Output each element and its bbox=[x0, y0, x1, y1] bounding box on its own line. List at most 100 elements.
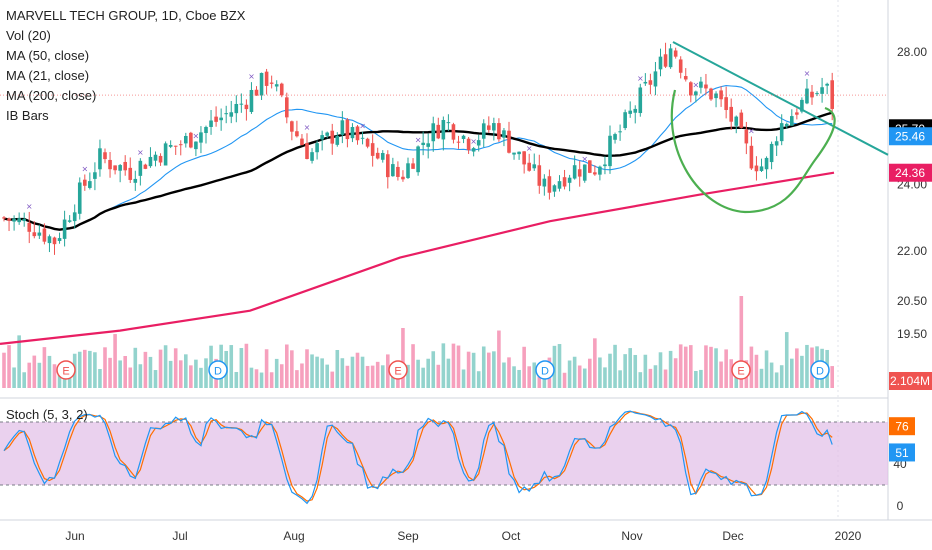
candle-body bbox=[148, 156, 153, 167]
price-badge bbox=[889, 163, 932, 182]
candle-body bbox=[189, 132, 193, 148]
candle-body bbox=[577, 169, 582, 177]
volume-bar bbox=[557, 344, 562, 388]
volume-bar bbox=[779, 365, 784, 388]
volume-bar bbox=[562, 372, 567, 388]
volume-bar bbox=[481, 346, 486, 388]
candle-body bbox=[487, 125, 491, 130]
ib-bar-marker: × bbox=[581, 154, 588, 163]
candle-body bbox=[593, 172, 597, 175]
volume-bar bbox=[290, 350, 294, 388]
volume-bar bbox=[305, 349, 309, 388]
indicator-ib-bars[interactable]: IB Bars bbox=[6, 108, 49, 123]
candle-body bbox=[436, 124, 441, 139]
candle-body bbox=[47, 236, 52, 244]
volume-bar bbox=[673, 358, 678, 388]
candle-body bbox=[370, 143, 375, 156]
candle-body bbox=[22, 219, 26, 222]
candle-body bbox=[714, 93, 718, 99]
candle-body bbox=[123, 161, 127, 171]
ib-bar-marker: × bbox=[193, 131, 200, 140]
volume-bar bbox=[123, 356, 127, 388]
candle-body bbox=[300, 138, 304, 146]
time-tick-label: Aug bbox=[283, 529, 304, 543]
volume-bar bbox=[683, 346, 688, 388]
candle-body bbox=[401, 176, 405, 180]
candle-body bbox=[810, 91, 814, 98]
time-tick-label: Nov bbox=[621, 529, 642, 543]
candle-body bbox=[32, 232, 37, 237]
volume-bar bbox=[158, 349, 163, 388]
volume-bar bbox=[264, 349, 269, 388]
candle-body bbox=[83, 179, 87, 186]
candle-body bbox=[194, 141, 198, 150]
candle-body bbox=[219, 117, 223, 121]
candle-body bbox=[623, 112, 627, 129]
volume-bar bbox=[47, 355, 52, 388]
time-tick-label: Jul bbox=[172, 529, 187, 543]
candle-body bbox=[386, 154, 390, 178]
volume-bar bbox=[749, 346, 754, 388]
volume-bar bbox=[694, 370, 698, 388]
volume-bar bbox=[340, 358, 345, 388]
volume-bar bbox=[729, 359, 733, 388]
trendline bbox=[672, 41, 889, 156]
volume-bar bbox=[148, 356, 153, 388]
event-marker-e bbox=[388, 360, 408, 380]
volume-bar bbox=[118, 360, 122, 388]
candle-body bbox=[481, 123, 486, 139]
volume-bar bbox=[497, 330, 501, 388]
candle-body bbox=[406, 163, 410, 178]
hand-drawn-circle bbox=[670, 89, 836, 214]
volume-bar bbox=[572, 356, 577, 388]
candle-body bbox=[310, 152, 314, 161]
ib-bar-marker: × bbox=[637, 74, 644, 83]
volume-bar bbox=[643, 354, 648, 388]
stoch-tick-label: 0 bbox=[897, 499, 904, 513]
volume-bar bbox=[719, 361, 723, 388]
candle-body bbox=[52, 237, 57, 245]
candle-body bbox=[42, 228, 47, 242]
candle-body bbox=[588, 160, 592, 173]
volume-bar bbox=[603, 367, 607, 388]
volume-bar bbox=[502, 362, 506, 388]
candle-body bbox=[683, 76, 688, 80]
volume-bar bbox=[476, 371, 481, 388]
volume-bar bbox=[128, 367, 133, 388]
candle-body bbox=[340, 120, 345, 135]
volume-bar bbox=[57, 368, 62, 388]
event-marker-e bbox=[731, 360, 751, 380]
stoch-badge-label: 76 bbox=[895, 420, 909, 434]
volume-bar bbox=[512, 366, 516, 388]
volume-bar bbox=[300, 363, 304, 388]
volume-bar bbox=[37, 362, 42, 388]
candle-body bbox=[779, 123, 784, 142]
candle-body bbox=[759, 166, 764, 171]
volume-bar bbox=[567, 360, 572, 388]
stoch-label[interactable]: Stoch (5, 3, 2) bbox=[6, 407, 88, 422]
candle-body bbox=[98, 148, 102, 170]
volume-bar bbox=[315, 356, 319, 388]
volume-bar bbox=[325, 364, 329, 388]
candle-body bbox=[815, 93, 819, 95]
indicator-ma21[interactable]: MA (21, close) bbox=[6, 68, 90, 83]
volume-bar bbox=[517, 369, 521, 388]
symbol-title[interactable]: MARVELL TECH GROUP, 1D, Cboe BZX bbox=[6, 8, 246, 23]
candle-body bbox=[391, 164, 395, 177]
volume-bar bbox=[229, 345, 234, 388]
candle-body bbox=[678, 59, 683, 73]
volume-bar bbox=[663, 369, 668, 388]
candle-body bbox=[330, 130, 335, 144]
candle-body bbox=[209, 120, 213, 127]
indicator-ma50[interactable]: MA (50, close) bbox=[6, 48, 90, 63]
candle-body bbox=[466, 138, 471, 151]
volume-bar bbox=[138, 364, 143, 388]
indicator-ma200[interactable]: MA (200, close) bbox=[6, 88, 97, 103]
event-marker-label: E bbox=[394, 366, 401, 378]
volume-bar bbox=[421, 367, 425, 388]
indicator-vol[interactable]: Vol (20) bbox=[6, 28, 51, 43]
candle-body bbox=[739, 112, 744, 128]
volume-bar bbox=[279, 364, 284, 388]
candle-body bbox=[239, 103, 244, 105]
candle-body bbox=[103, 152, 107, 160]
